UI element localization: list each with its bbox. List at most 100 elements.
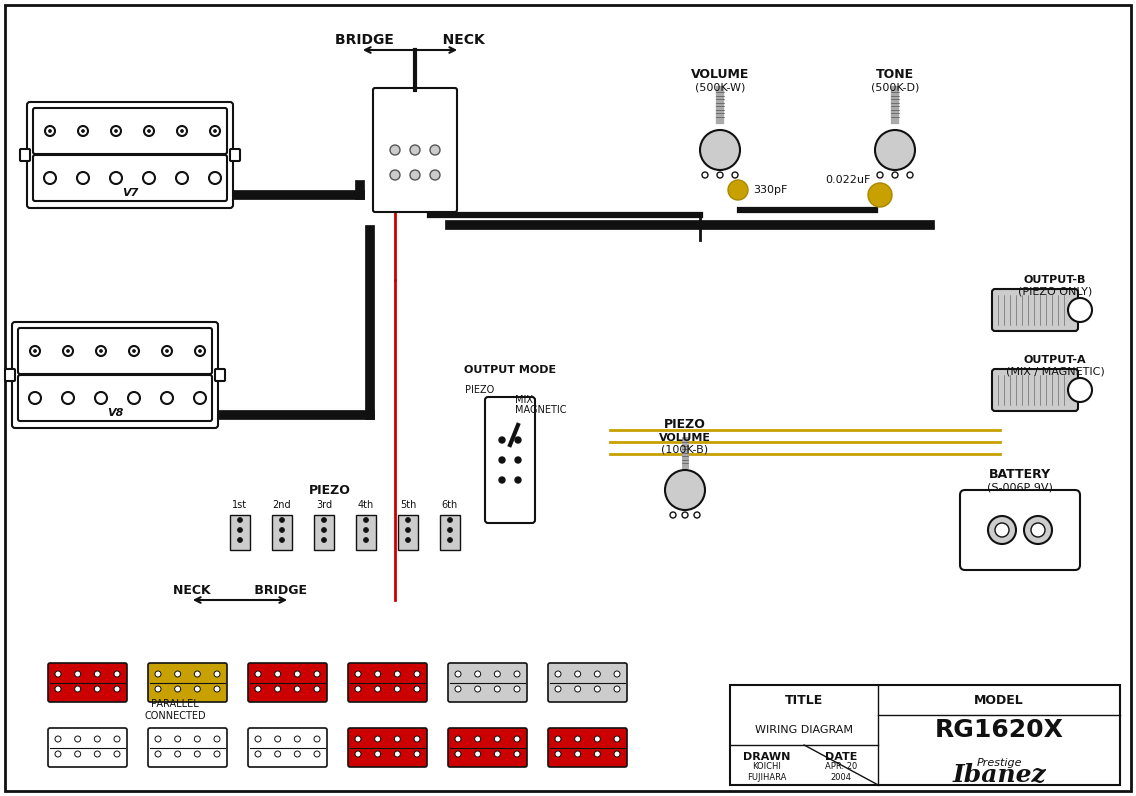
Bar <box>314 515 334 550</box>
Circle shape <box>237 517 242 522</box>
Circle shape <box>988 516 1016 544</box>
Circle shape <box>575 686 580 692</box>
Circle shape <box>195 346 204 356</box>
Circle shape <box>275 736 281 742</box>
Circle shape <box>279 528 284 533</box>
Circle shape <box>321 528 326 533</box>
Text: NECK          BRIDGE: NECK BRIDGE <box>173 583 307 596</box>
Circle shape <box>431 145 440 155</box>
Circle shape <box>406 528 410 533</box>
Circle shape <box>513 751 520 757</box>
Circle shape <box>390 145 400 155</box>
Circle shape <box>364 517 368 522</box>
FancyBboxPatch shape <box>48 728 127 767</box>
Circle shape <box>728 180 747 200</box>
Circle shape <box>394 671 400 677</box>
Circle shape <box>410 145 420 155</box>
Circle shape <box>55 751 61 757</box>
Circle shape <box>154 751 161 757</box>
Circle shape <box>995 523 1009 537</box>
Text: MIX: MIX <box>515 395 533 405</box>
Text: (S-006P 9V): (S-006P 9V) <box>987 482 1053 492</box>
Circle shape <box>154 736 161 742</box>
Circle shape <box>448 537 452 543</box>
Circle shape <box>321 537 326 543</box>
Circle shape <box>665 470 705 510</box>
Circle shape <box>114 736 120 742</box>
FancyBboxPatch shape <box>18 375 212 421</box>
Circle shape <box>494 736 500 742</box>
Circle shape <box>148 130 150 132</box>
Circle shape <box>717 172 722 178</box>
Circle shape <box>475 686 481 692</box>
FancyBboxPatch shape <box>5 369 15 381</box>
FancyBboxPatch shape <box>248 728 327 767</box>
Circle shape <box>321 517 326 522</box>
Circle shape <box>175 751 181 757</box>
FancyBboxPatch shape <box>960 490 1080 570</box>
Circle shape <box>275 671 281 677</box>
Circle shape <box>875 130 914 170</box>
FancyBboxPatch shape <box>448 663 527 702</box>
Circle shape <box>1068 298 1092 322</box>
FancyBboxPatch shape <box>548 663 627 702</box>
Circle shape <box>394 686 400 692</box>
Text: (MIX / MAGNETIC): (MIX / MAGNETIC) <box>1005 367 1104 377</box>
Circle shape <box>176 172 187 184</box>
Text: 2nd: 2nd <box>273 500 291 510</box>
Text: V7: V7 <box>122 188 139 198</box>
Circle shape <box>75 671 81 677</box>
Circle shape <box>414 736 420 742</box>
Circle shape <box>114 671 120 677</box>
Text: TITLE: TITLE <box>785 693 824 707</box>
Circle shape <box>375 686 381 692</box>
Text: PARALLEL
CONNECTED: PARALLEL CONNECTED <box>144 699 206 721</box>
Text: KOICHI
FUJIHARA: KOICHI FUJIHARA <box>747 763 787 782</box>
Text: V8: V8 <box>107 408 123 418</box>
Circle shape <box>30 392 41 404</box>
Circle shape <box>82 130 84 132</box>
Circle shape <box>128 392 140 404</box>
Circle shape <box>97 346 106 356</box>
Circle shape <box>354 736 361 742</box>
Bar <box>398 515 418 550</box>
FancyBboxPatch shape <box>48 663 127 702</box>
Circle shape <box>499 477 506 483</box>
FancyBboxPatch shape <box>485 397 535 523</box>
Circle shape <box>456 736 461 742</box>
Text: MODEL: MODEL <box>975 693 1024 707</box>
Circle shape <box>406 517 410 522</box>
FancyBboxPatch shape <box>33 155 227 201</box>
Text: TONE: TONE <box>876 68 914 81</box>
Circle shape <box>275 751 281 757</box>
Circle shape <box>475 751 481 757</box>
Circle shape <box>194 671 200 677</box>
Circle shape <box>55 736 61 742</box>
Circle shape <box>556 736 561 742</box>
Circle shape <box>732 172 738 178</box>
Circle shape <box>354 686 361 692</box>
Circle shape <box>162 346 172 356</box>
Circle shape <box>364 528 368 533</box>
Circle shape <box>513 686 520 692</box>
Circle shape <box>475 736 481 742</box>
Text: PIEZO: PIEZO <box>665 419 705 431</box>
Bar <box>272 515 292 550</box>
Circle shape <box>154 686 161 692</box>
Circle shape <box>1031 523 1045 537</box>
Circle shape <box>114 686 120 692</box>
FancyBboxPatch shape <box>373 88 457 212</box>
Circle shape <box>94 736 100 742</box>
Text: BRIDGE          NECK: BRIDGE NECK <box>335 33 485 47</box>
Circle shape <box>448 528 452 533</box>
Circle shape <box>94 686 100 692</box>
Circle shape <box>45 126 55 136</box>
Circle shape <box>214 736 220 742</box>
Circle shape <box>75 736 81 742</box>
Circle shape <box>375 751 381 757</box>
Circle shape <box>279 537 284 543</box>
Circle shape <box>456 751 461 757</box>
Circle shape <box>166 349 168 353</box>
Text: 5th: 5th <box>400 500 416 510</box>
Circle shape <box>594 671 600 677</box>
